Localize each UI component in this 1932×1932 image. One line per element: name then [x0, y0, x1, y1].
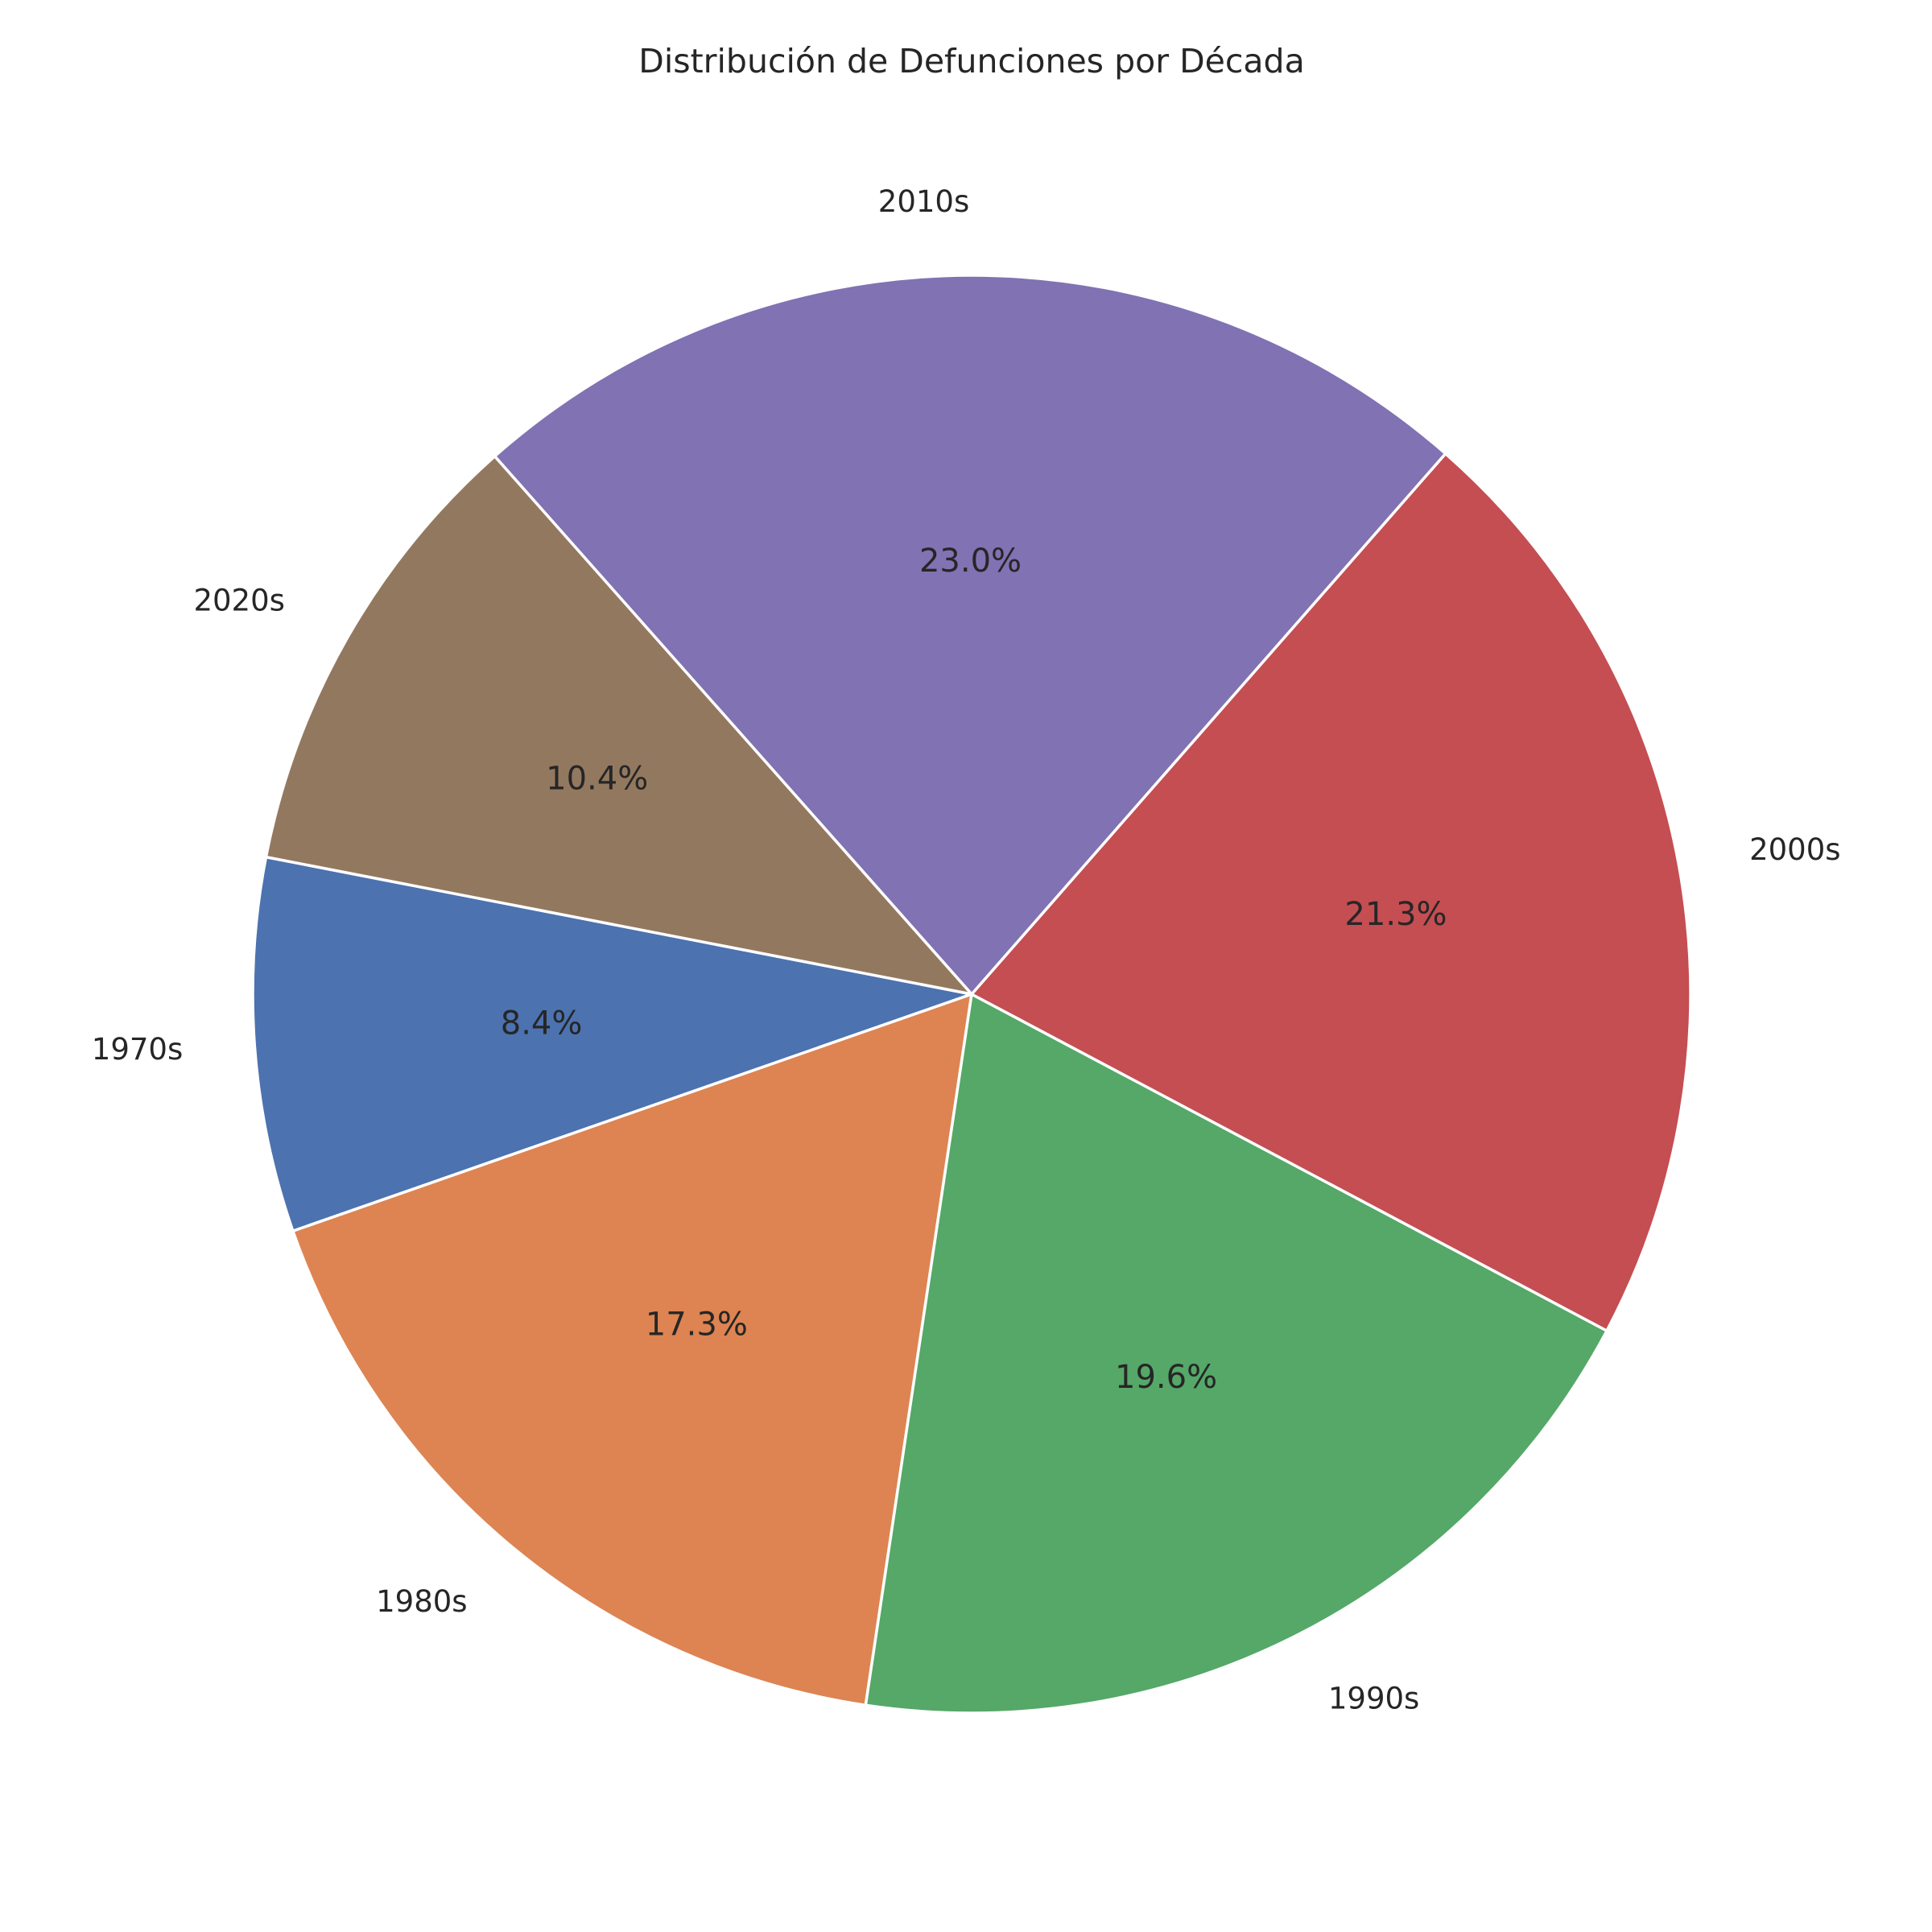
slice-label-1980s: 1980s	[376, 1584, 467, 1619]
pie-slices	[251, 274, 1692, 1715]
slice-label-2000s: 2000s	[1749, 832, 1840, 867]
pct-label-1970s: 8.4%	[501, 1005, 583, 1042]
pct-label-1990s: 19.6%	[1115, 1359, 1217, 1396]
pct-label-1980s: 17.3%	[646, 1307, 748, 1344]
pct-label-2010s: 23.0%	[919, 543, 1022, 580]
pie-labels: 1970s 8.4% 1980s 17.3% 1990s 19.6% 2000s 21.3% 2…	[92, 184, 1841, 1715]
pie-slice-2020s	[264, 455, 973, 996]
pie-slice-1980s	[291, 993, 973, 1707]
slice-label-1990s: 1990s	[1328, 1681, 1419, 1715]
pie-slice-2010s	[493, 274, 1447, 996]
pie-slice-1990s	[864, 993, 1608, 1715]
pie-slice-2000s	[970, 452, 1692, 1332]
slice-label-1970s: 1970s	[92, 1032, 183, 1067]
pct-label-2000s: 21.3%	[1344, 896, 1447, 933]
pie-slice-1970s	[251, 855, 973, 1233]
slice-label-2010s: 2010s	[878, 184, 969, 219]
pct-label-2020s: 10.4%	[546, 760, 648, 797]
slice-label-2020s: 2020s	[193, 584, 284, 618]
chart-title: Distribución de Defunciones por Década	[638, 42, 1304, 80]
